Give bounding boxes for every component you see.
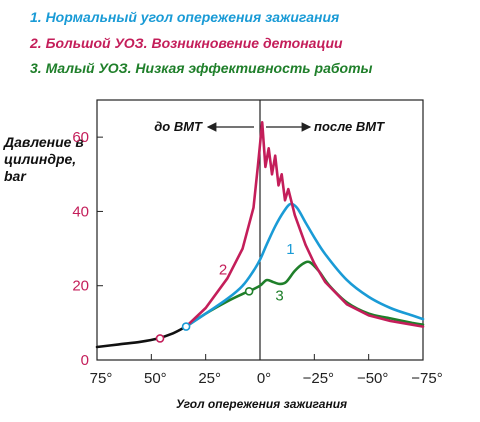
point-marker [155, 334, 165, 343]
point-marker [181, 322, 191, 331]
x-tick-label: 0° [257, 370, 271, 387]
x-tick-label: 50° [144, 370, 167, 387]
series-line-common [95, 325, 188, 349]
y-tick-label: 20 [72, 278, 89, 295]
series-line-2 [184, 121, 425, 328]
curve-label-2: 2 [219, 262, 227, 279]
x-tick-label: −25° [303, 370, 334, 387]
annotation-after-tdc: после ВМТ [314, 119, 385, 134]
annotation-before-tdc: до ВМТ [154, 119, 203, 134]
y-axis-label-line-1: Давление в [4, 134, 84, 150]
legend-item-large-advance: 2. Большой УОЗ. Возникновение детонации [30, 35, 343, 51]
y-axis-label-line-3: bar [4, 168, 26, 184]
legend-item-normal-advance: 1. Нормальный угол опережения зажигания [30, 9, 340, 25]
curve-label-3: 3 [275, 288, 283, 305]
x-axis-label: Угол опережения зажигания [176, 397, 348, 411]
x-tick-label: 75° [90, 370, 113, 387]
point-marker [244, 286, 254, 296]
x-tick-label: −50° [357, 370, 388, 387]
series-line-1 [184, 202, 425, 328]
x-tick-label: −75° [411, 370, 442, 387]
curve-label-1: 1 [286, 241, 294, 258]
legend-item-small-advance: 3. Малый УОЗ. Низкая эффективность работ… [30, 60, 373, 76]
y-tick-label: 0 [81, 352, 89, 369]
y-axis-label-line-2: цилиндре, [4, 151, 77, 167]
y-tick-label: 40 [72, 203, 89, 220]
series-line-3 [184, 260, 425, 328]
y-tick-label: 60 [72, 129, 89, 146]
x-tick-label: 25° [198, 370, 221, 387]
